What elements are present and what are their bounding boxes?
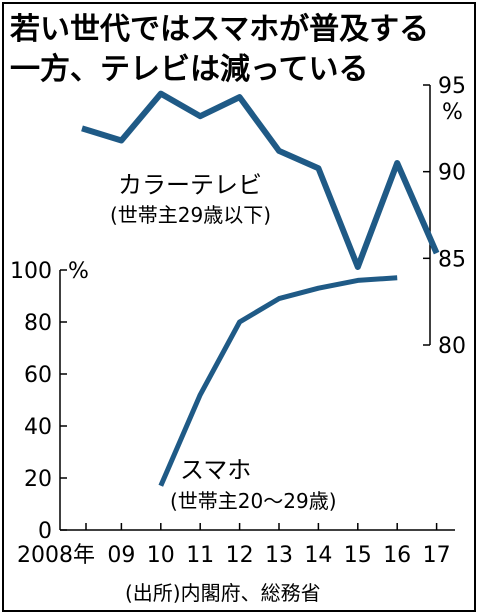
right-tick-label: 80 — [438, 334, 466, 359]
x-tick-label: 17 — [423, 543, 451, 568]
x-tick-label: 11 — [186, 543, 214, 568]
left-tick-label: 20 — [24, 467, 52, 492]
right-axis-unit: % — [442, 100, 463, 125]
left-tick-label: 100 — [10, 259, 52, 284]
chart-frame — [2, 2, 476, 612]
right-axis: 95 90 85 80% — [423, 74, 466, 359]
series-labels: カラーテレビ (世帯主29歳以下) スマホ (世帯主20〜29歳) — [110, 171, 337, 513]
left-axis: 100 80 60 40 20 0% — [10, 259, 89, 544]
chart-title-line2: 一方、テレビは減っている — [10, 52, 369, 87]
x-tick-label: 2008年 — [17, 543, 95, 568]
tv-series-subtitle: (世帯主29歳以下) — [110, 203, 271, 227]
left-tick-label: 0 — [38, 519, 52, 544]
x-tick-label: 16 — [383, 543, 411, 568]
smartphone-series-name: スマホ — [180, 456, 251, 484]
x-tick-label: 13 — [265, 543, 293, 568]
tv-series-line — [81, 90, 440, 270]
right-tick-label: 85 — [438, 247, 466, 272]
x-tick-label: 12 — [226, 543, 254, 568]
chart-title-line1: 若い世代ではスマホが普及する — [10, 12, 430, 47]
x-tick-label: 09 — [107, 543, 135, 568]
left-tick-label: 40 — [24, 415, 52, 440]
x-tick-label: 10 — [147, 543, 175, 568]
x-axis: 2008年 09 10 11 12 13 14 15 16 17 — [17, 523, 455, 568]
x-tick-label: 15 — [344, 543, 372, 568]
series-lines — [81, 90, 440, 487]
left-axis-unit: % — [68, 259, 89, 284]
left-tick-label: 80 — [24, 311, 52, 336]
left-tick-label: 60 — [24, 363, 52, 388]
right-tick-label: 95 — [438, 74, 466, 99]
source-note: (出所)内閣府、総務省 — [125, 581, 321, 605]
x-tick-label: 14 — [304, 543, 332, 568]
tv-series-name: カラーテレビ — [118, 171, 262, 199]
smartphone-series-line — [158, 275, 398, 487]
smartphone-series-subtitle: (世帯主20〜29歳) — [170, 489, 337, 513]
right-tick-label: 90 — [438, 161, 466, 186]
